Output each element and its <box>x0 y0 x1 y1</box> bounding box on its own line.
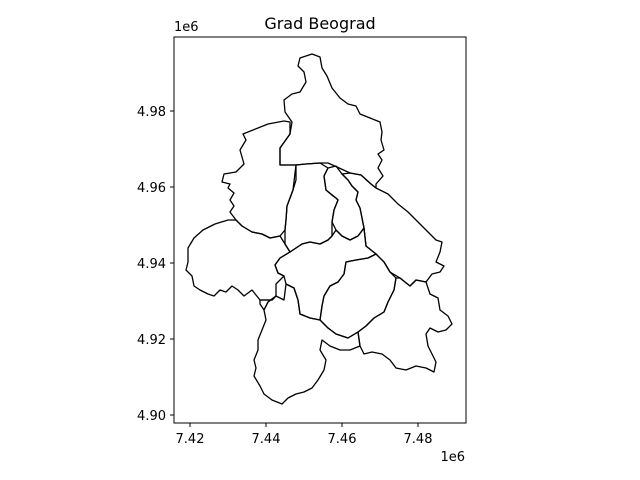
y-tick-label: 4.90 <box>137 409 166 424</box>
map-title: Grad Beograd <box>264 14 375 33</box>
region-west <box>185 219 291 301</box>
y-axis: 4.98 4.96 4.94 4.92 4.90 <box>137 105 174 424</box>
y-tick-label: 4.92 <box>137 333 166 348</box>
x-tick-label: 7.46 <box>328 432 357 447</box>
x-axis-offset-label: 1e6 <box>440 450 465 465</box>
region-west-pocket <box>259 295 277 311</box>
axes-frame <box>173 36 467 424</box>
region-south <box>253 283 361 405</box>
region-south-central <box>319 253 397 339</box>
x-tick-label: 7.44 <box>252 432 281 447</box>
x-axis: 7.42 7.44 7.46 7.48 <box>176 423 433 447</box>
region-central-south <box>274 227 377 321</box>
y-tick-label: 4.94 <box>137 257 166 272</box>
x-tick-label: 7.42 <box>176 432 205 447</box>
municipality-boundaries <box>185 53 453 405</box>
y-axis-offset-label: 1e6 <box>174 20 199 35</box>
y-tick-label: 4.98 <box>137 105 166 120</box>
y-tick-label: 4.96 <box>137 181 166 196</box>
x-tick-label: 7.48 <box>404 432 433 447</box>
region-southeast <box>357 277 453 373</box>
region-east <box>341 172 445 287</box>
